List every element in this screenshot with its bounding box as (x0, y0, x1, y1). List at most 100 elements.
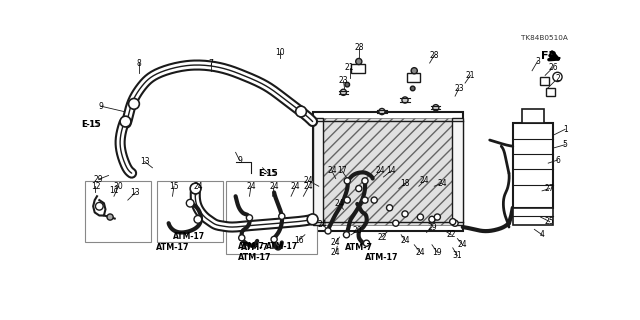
Text: ATM-17: ATM-17 (173, 232, 205, 241)
Circle shape (296, 106, 307, 117)
Circle shape (362, 197, 368, 203)
Text: 19: 19 (433, 248, 442, 257)
Text: 24: 24 (194, 182, 204, 191)
Text: 24: 24 (437, 179, 447, 188)
Circle shape (279, 213, 285, 219)
Text: 24: 24 (376, 166, 385, 175)
Text: 12: 12 (91, 182, 100, 191)
Circle shape (246, 215, 253, 221)
Text: 15: 15 (169, 182, 179, 191)
Text: 21: 21 (345, 63, 355, 72)
Text: 30: 30 (114, 182, 124, 191)
Text: FR.: FR. (541, 51, 562, 61)
Text: 24: 24 (331, 248, 340, 257)
Text: ATM-7: ATM-7 (241, 243, 269, 252)
Text: 18: 18 (400, 179, 410, 188)
Circle shape (379, 108, 385, 115)
Text: 7: 7 (209, 59, 213, 68)
Bar (227, 181, 317, 254)
Bar (546, 88, 555, 96)
Text: 9: 9 (99, 102, 103, 111)
Bar (323, 118, 452, 225)
Circle shape (371, 197, 378, 203)
Text: ATM-17: ATM-17 (156, 243, 189, 252)
Circle shape (402, 211, 408, 217)
Text: 24: 24 (327, 166, 337, 175)
Text: 2: 2 (555, 74, 560, 83)
Bar (157, 181, 223, 243)
Text: 24: 24 (335, 199, 344, 208)
Text: E-15: E-15 (259, 169, 276, 178)
Text: 13: 13 (140, 157, 150, 166)
Text: 24: 24 (317, 220, 326, 229)
Text: 27: 27 (545, 184, 555, 193)
Circle shape (387, 205, 393, 211)
Circle shape (194, 215, 202, 223)
Circle shape (344, 232, 349, 238)
Text: 21: 21 (466, 71, 476, 80)
Text: 4: 4 (540, 230, 545, 239)
Circle shape (429, 216, 435, 222)
Text: TK84B0510A: TK84B0510A (522, 36, 568, 42)
Text: 9: 9 (237, 156, 242, 164)
Circle shape (393, 220, 399, 226)
Text: 29: 29 (427, 222, 436, 232)
Text: ATM-17: ATM-17 (238, 253, 271, 262)
Text: 28: 28 (429, 51, 439, 60)
Text: ATM-17: ATM-17 (266, 242, 298, 251)
Circle shape (553, 72, 562, 82)
Bar (312, 118, 323, 225)
Circle shape (239, 235, 245, 241)
Circle shape (452, 220, 458, 226)
Bar (86, 181, 151, 243)
Circle shape (307, 214, 318, 225)
Bar (406, 73, 420, 82)
Circle shape (344, 178, 350, 184)
Text: 29: 29 (93, 175, 103, 184)
Text: 24: 24 (419, 176, 429, 185)
Circle shape (433, 105, 439, 111)
Bar (540, 77, 549, 84)
Circle shape (345, 82, 349, 87)
Text: 25: 25 (545, 217, 555, 226)
Text: 24: 24 (415, 248, 425, 257)
Text: 8: 8 (137, 59, 141, 68)
Text: 23: 23 (339, 76, 348, 85)
Text: 24: 24 (331, 238, 340, 247)
Circle shape (417, 214, 424, 220)
Text: 24: 24 (269, 182, 279, 191)
Circle shape (107, 214, 113, 220)
Circle shape (190, 183, 201, 194)
Text: 6: 6 (555, 156, 560, 164)
Text: 1: 1 (563, 125, 568, 134)
Text: 24: 24 (304, 176, 314, 185)
Circle shape (95, 203, 103, 210)
Circle shape (325, 228, 331, 234)
Bar (522, 109, 543, 123)
Text: 31: 31 (452, 251, 462, 260)
Circle shape (271, 236, 277, 243)
Text: 13: 13 (131, 188, 140, 197)
Text: 28: 28 (354, 43, 364, 52)
Circle shape (186, 199, 194, 207)
Circle shape (344, 197, 350, 203)
Text: 10: 10 (275, 48, 285, 57)
Text: E-15: E-15 (81, 120, 100, 129)
Circle shape (340, 89, 346, 95)
Text: 14: 14 (387, 166, 396, 175)
Text: 3: 3 (535, 57, 540, 66)
Text: 16: 16 (294, 236, 303, 245)
Circle shape (129, 99, 140, 109)
Text: 11: 11 (109, 186, 118, 195)
Text: ATM-17: ATM-17 (365, 253, 399, 262)
Circle shape (411, 68, 417, 74)
Text: 23: 23 (454, 84, 464, 93)
Circle shape (364, 240, 369, 246)
Text: ATM-7: ATM-7 (345, 243, 372, 252)
Circle shape (402, 97, 408, 103)
Text: 22: 22 (447, 230, 456, 239)
Text: 24: 24 (304, 182, 314, 191)
Bar (513, 123, 553, 208)
Circle shape (356, 59, 362, 65)
Bar (312, 112, 463, 231)
